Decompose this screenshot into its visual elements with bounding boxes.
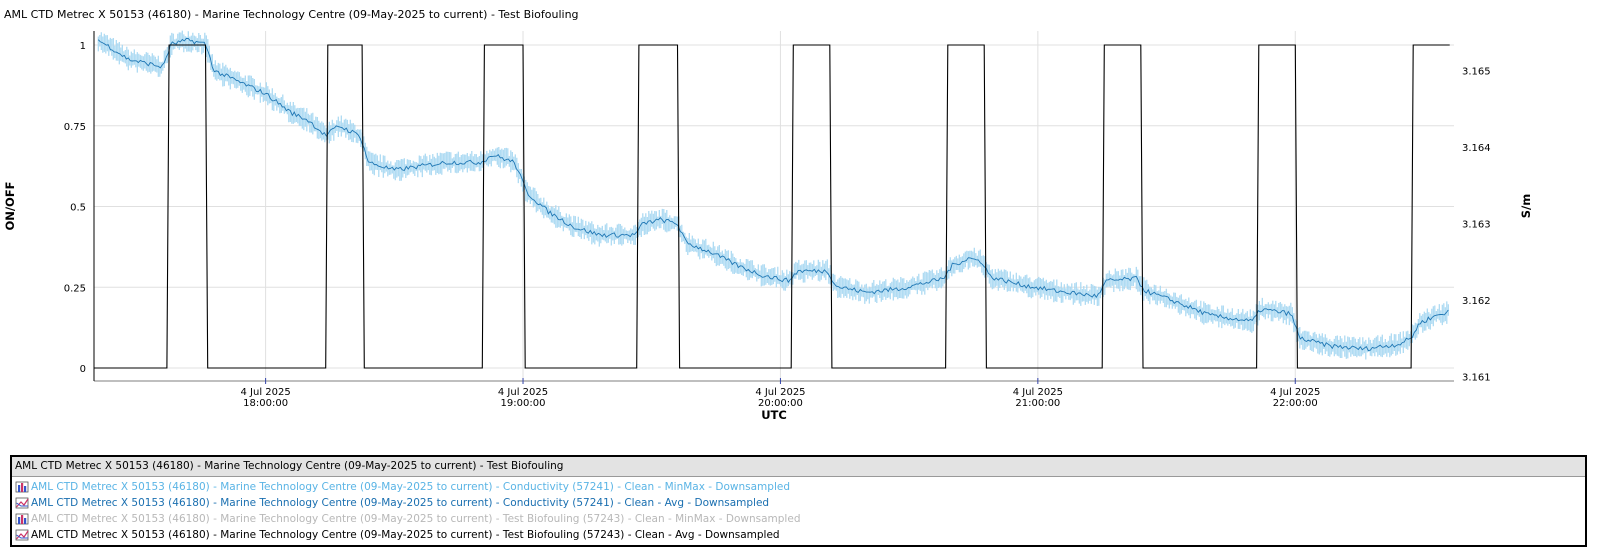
y-right-tick-label: 3.161: [1462, 372, 1491, 383]
y-left-tick-label: 0.5: [70, 203, 86, 214]
minmax-icon: [15, 513, 29, 525]
y-left-tick-label: 0: [80, 364, 86, 375]
y-right-tick-label: 3.164: [1462, 143, 1491, 154]
line-icon: [15, 529, 29, 541]
y-axis-label-right: S/m: [1519, 194, 1533, 218]
legend-header: AML CTD Metrec X 50153 (46180) - Marine …: [12, 457, 1585, 477]
legend-item[interactable]: AML CTD Metrec X 50153 (46180) - Marine …: [12, 527, 1585, 543]
x-tick-label-date: 4 Jul 2025: [240, 387, 290, 398]
chart-plot[interactable]: 0 0.25 0.5 0.75 1 3.161 3.162 3.163 3.164 3.165 4 …: [0, 0, 1598, 445]
legend-item[interactable]: AML CTD Metrec X 50153 (46180) - Marine …: [12, 495, 1585, 511]
x-tick-label-time: 19:00:00: [501, 398, 546, 409]
x-tick-label-time: 21:00:00: [1015, 398, 1060, 409]
legend-item[interactable]: AML CTD Metrec X 50153 (46180) - Marine …: [12, 511, 1585, 527]
x-axis-label: UTC: [761, 408, 787, 422]
minmax-icon: [15, 481, 29, 493]
y-right-tick-label: 3.162: [1462, 296, 1491, 307]
x-tick-label-date: 4 Jul 2025: [1270, 387, 1320, 398]
y-left-tick-label: 0.75: [64, 122, 86, 133]
legend-item-label: AML CTD Metrec X 50153 (46180) - Marine …: [31, 529, 780, 541]
y-left-tick-label: 0.25: [64, 283, 86, 294]
conductivity-avg-line: [97, 37, 1449, 352]
y-right-tick-label: 3.165: [1462, 67, 1491, 78]
x-tick-label-time: 18:00:00: [243, 398, 288, 409]
chart-title: AML CTD Metrec X 50153 (46180) - Marine …: [4, 8, 579, 21]
y-axis-label-left: ON/OFF: [3, 181, 17, 230]
x-tick-label-date: 4 Jul 2025: [1013, 387, 1063, 398]
legend: AML CTD Metrec X 50153 (46180) - Marine …: [10, 455, 1587, 547]
legend-item-label: AML CTD Metrec X 50153 (46180) - Marine …: [31, 497, 770, 509]
legend-item-label: AML CTD Metrec X 50153 (46180) - Marine …: [31, 513, 801, 525]
legend-item-label: AML CTD Metrec X 50153 (46180) - Marine …: [31, 481, 790, 493]
line-icon: [15, 497, 29, 509]
x-tick-label-time: 22:00:00: [1273, 398, 1318, 409]
conductivity-minmax-band: [97, 30, 1449, 360]
x-tick-label-date: 4 Jul 2025: [755, 387, 805, 398]
y-left-tick-label: 1: [80, 41, 86, 52]
biofouling-onoff-line: [94, 44, 1450, 369]
x-tick-label-date: 4 Jul 2025: [498, 387, 548, 398]
x-tick-label-time: 20:00:00: [758, 398, 803, 409]
y-right-tick-label: 3.163: [1462, 220, 1491, 231]
legend-item[interactable]: AML CTD Metrec X 50153 (46180) - Marine …: [12, 479, 1585, 495]
